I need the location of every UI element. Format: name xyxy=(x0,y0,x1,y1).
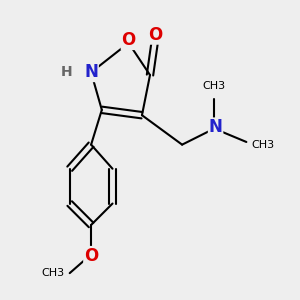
Text: N: N xyxy=(208,118,223,136)
Text: CH3: CH3 xyxy=(41,268,64,278)
Text: O: O xyxy=(84,247,98,265)
Text: N: N xyxy=(84,63,98,81)
Text: O: O xyxy=(122,31,136,49)
Text: CH3: CH3 xyxy=(252,140,275,150)
Text: H: H xyxy=(61,65,73,80)
Text: O: O xyxy=(148,26,163,44)
Text: CH3: CH3 xyxy=(203,81,226,91)
